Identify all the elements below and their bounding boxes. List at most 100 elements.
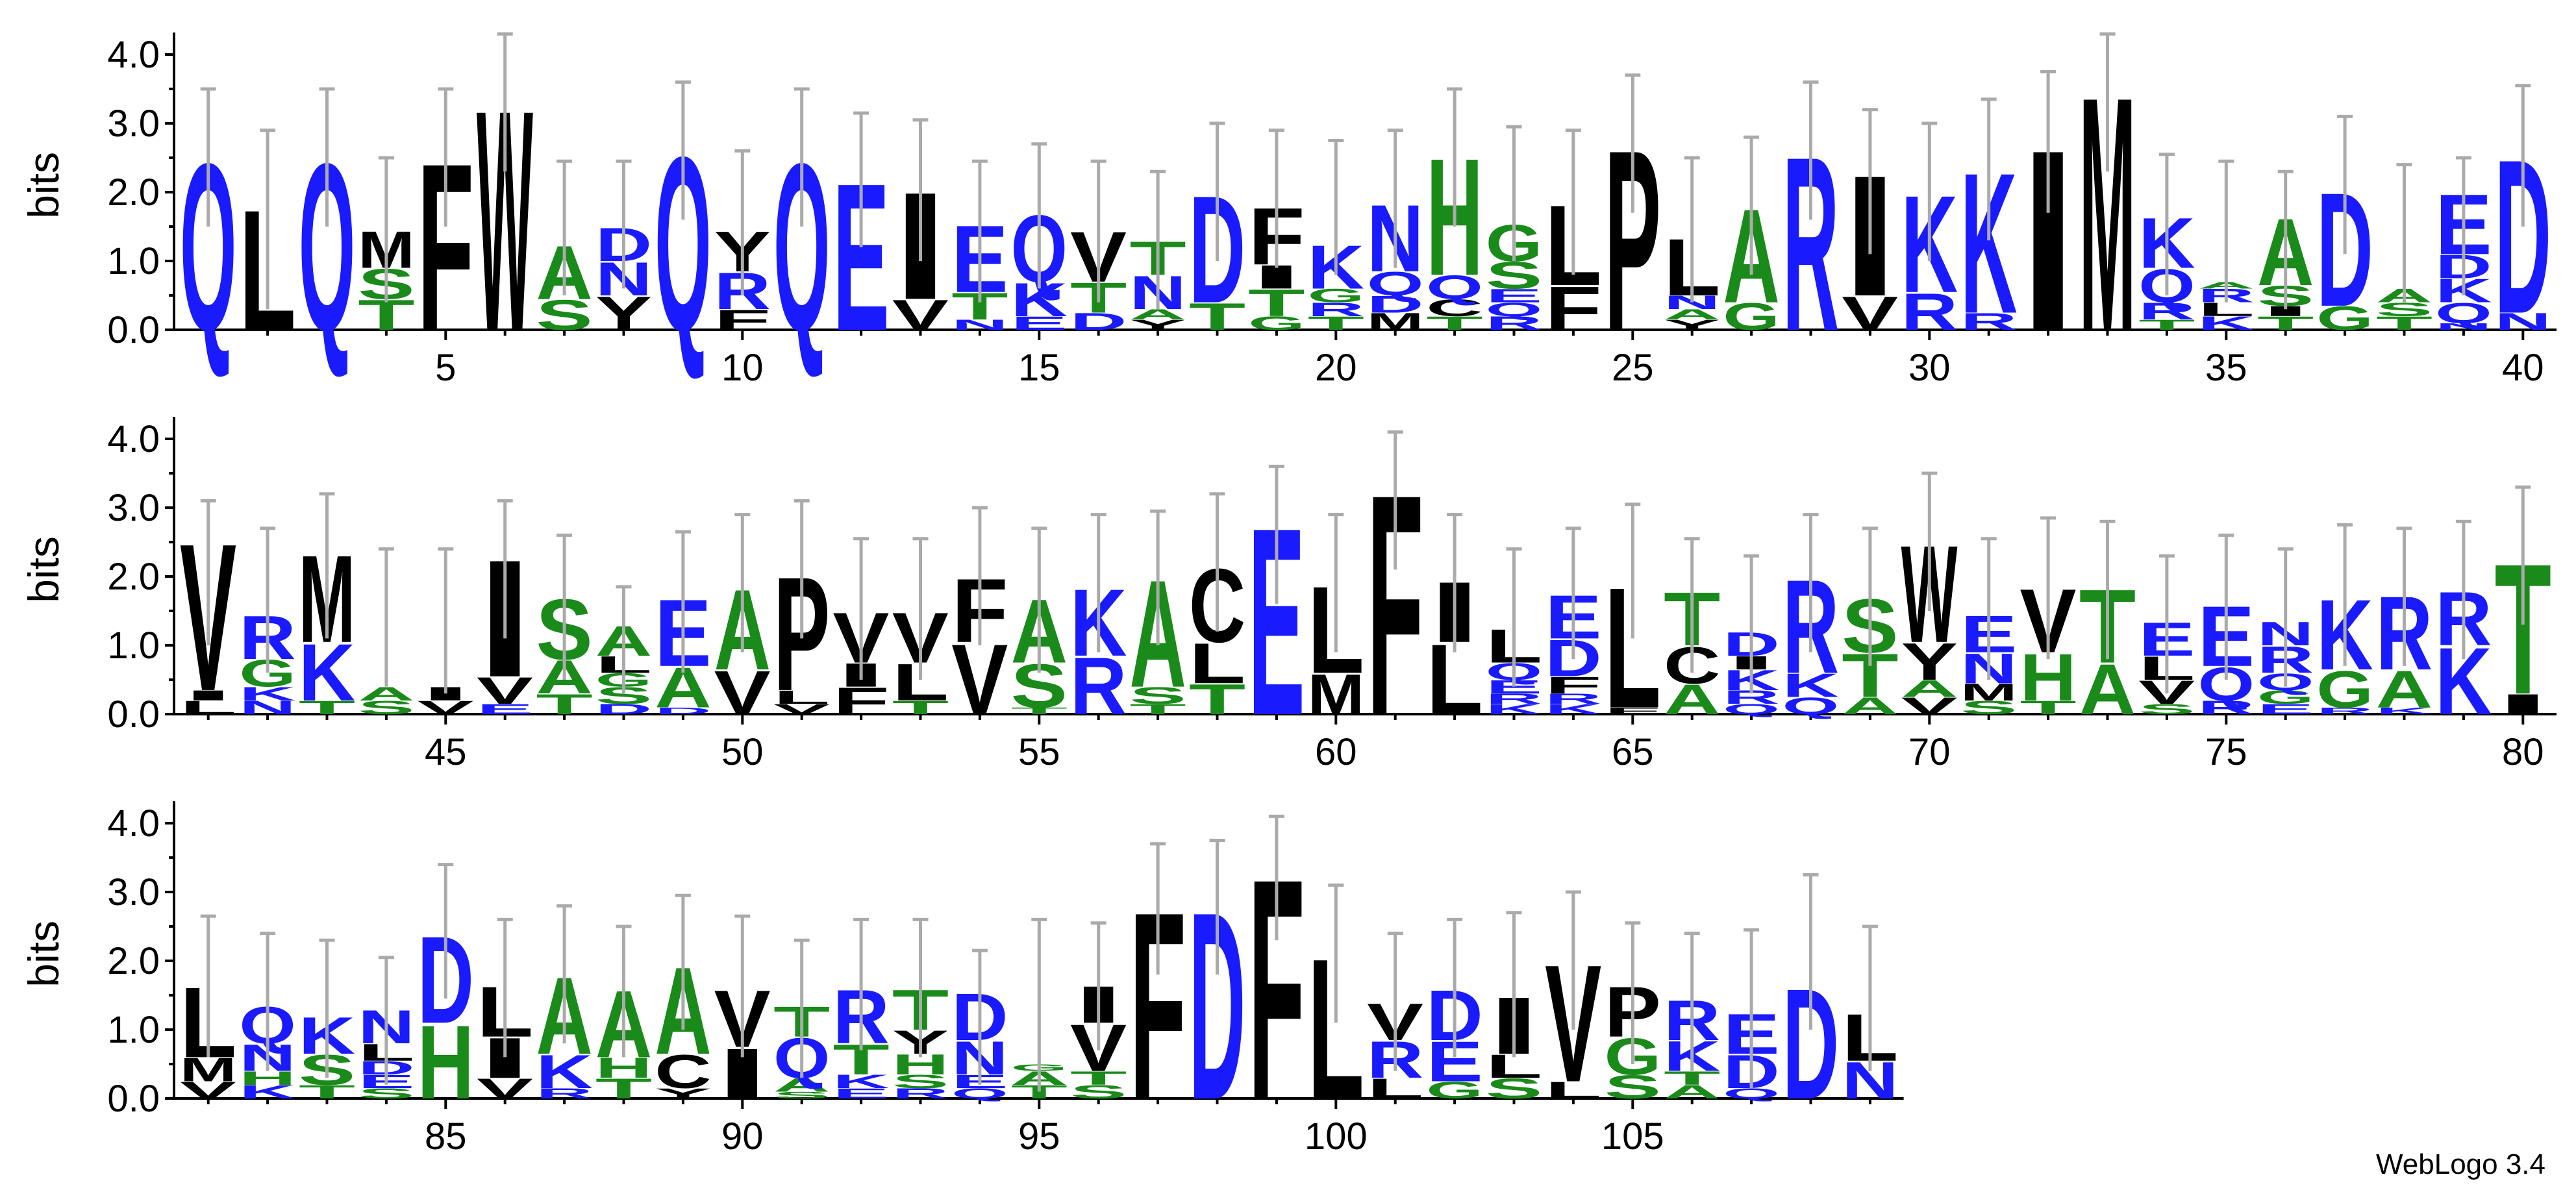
logo-stack-27: GA (1723, 135, 1780, 338)
x-tick-label: 70 (1908, 731, 1951, 773)
weblogo-credit: WebLogo 3.4 (2376, 1148, 2545, 1180)
logo-stack-100: L (1308, 883, 1364, 1142)
logo-stack-94: QEND (951, 948, 1008, 1102)
logo-stack-40: ND (2495, 84, 2551, 359)
y-tick-label: 0.0 (107, 1078, 160, 1120)
logo-letter-Q: Q (2435, 297, 2492, 329)
logo-stack-11: Q (773, 87, 830, 380)
logo-letter-D: D (1070, 308, 1127, 335)
logo-letter-E: E (477, 701, 533, 717)
logo-stack-47: TAS (536, 533, 593, 721)
logo-stack-2: L (239, 129, 296, 367)
logo-stack-7: SA (536, 159, 593, 340)
x-tick-label: 30 (1908, 347, 1951, 389)
logo-letter-I: I (2495, 688, 2551, 720)
logo-letter-F: F (714, 304, 771, 336)
logo-stack-89: YCA (655, 893, 712, 1102)
logo-stack-48: DSGLA (595, 585, 652, 717)
logo-letter-A: A (1664, 675, 1720, 723)
logo-stack-52: FIV (832, 537, 890, 723)
logo-stack-49: DAE (655, 530, 712, 720)
logo-stack-24: FL (1545, 129, 1602, 343)
logo-letter-L: L (773, 687, 830, 708)
y-tick-label: 1.0 (107, 625, 160, 667)
logo-stack-72: THV (2020, 516, 2077, 718)
y-tick-label: 1.0 (107, 1009, 160, 1051)
logo-letter-V: V (1842, 287, 1898, 340)
logo-letter-R: R (1901, 282, 1958, 341)
logo-letter-A: A (1129, 306, 1186, 323)
logo-letter-S: S (358, 697, 414, 719)
logo-letter-Q: Q (1367, 265, 1423, 303)
logo-letter-S: S (2138, 701, 2195, 717)
logo-letter-G: G (1248, 313, 1305, 334)
logo-letter-S: S (1486, 1072, 1542, 1105)
logo-stack-8: YND (595, 159, 652, 340)
logo-letter-V: V (1901, 693, 1958, 719)
logo-letter-L: L (180, 697, 236, 718)
x-tick-label: 45 (425, 731, 467, 773)
logo-letter-R: R (2138, 298, 2195, 325)
logo-stack-95: TAG (1011, 917, 1068, 1102)
logo-letter-T: T (892, 697, 949, 718)
x-tick-label: 20 (1315, 347, 1357, 389)
logo-stack-5: F (418, 87, 474, 381)
logo-stack-69: ATS (1842, 527, 1899, 719)
y-tick-label: 4.0 (107, 418, 160, 460)
logo-letter-V: V (418, 697, 474, 719)
logo-stack-10: FRY (714, 149, 771, 336)
logo-stack-37: GD (2316, 114, 2373, 340)
logo-letter-A: A (1901, 675, 1958, 702)
logo-stack-46: EVI (477, 499, 533, 717)
y-tick-label: 1.0 (107, 240, 160, 282)
y-axis-label: bits (19, 921, 68, 987)
logo-letter-K: K (1545, 701, 1601, 717)
y-tick-label: 4.0 (107, 34, 160, 76)
logo-letter-R: R (2198, 697, 2255, 718)
x-tick-label: 105 (1601, 1115, 1664, 1158)
logo-letter-D: D (595, 701, 652, 717)
logo-letter-K: K (1782, 667, 1839, 704)
logo-letter-L: L (2198, 299, 2255, 320)
logo-stack-86: VIL (477, 917, 533, 1105)
x-tick-label: 25 (1612, 347, 1654, 389)
logo-letter-D: D (655, 706, 711, 716)
logo-letter-V: V (477, 1072, 533, 1104)
logo-letter-T: T (1189, 295, 1245, 338)
x-tick-label: 55 (1018, 731, 1060, 773)
y-tick-label: 0.0 (107, 309, 160, 351)
logo-stack-97: F (1129, 842, 1186, 1156)
logo-letter-T: T (2138, 317, 2195, 333)
logo-stack-90: IV (714, 914, 771, 1113)
logo-stack-41: LIV (180, 499, 236, 735)
logo-letter-T: T (1011, 706, 1068, 717)
logo-letter-R: R (1486, 691, 1542, 707)
x-tick-label: 50 (721, 731, 764, 773)
logo-letter-T: T (2257, 312, 2314, 334)
logo-letter-S: S (1960, 697, 2017, 719)
logo-letter-R: R (1545, 691, 1601, 707)
logo-letter-Q: Q (951, 1085, 1008, 1102)
logo-letter-F: F (1545, 672, 1601, 699)
logo-letter-A: A (2079, 649, 2136, 730)
y-tick-label: 2.0 (107, 940, 160, 982)
logo-letter-Y: Y (655, 1085, 711, 1102)
x-tick-label: 100 (1305, 1115, 1368, 1158)
logo-stack-38: TSA (2376, 163, 2432, 334)
logo-letter-M: M (180, 1051, 236, 1089)
logo-letter-T: T (1308, 312, 1364, 334)
logo-letter-K: K (239, 683, 295, 704)
logo-letter-T: T (1189, 675, 1245, 723)
logo-letter-K: K (239, 1081, 295, 1102)
logo-letter-S: S (1129, 682, 1186, 709)
